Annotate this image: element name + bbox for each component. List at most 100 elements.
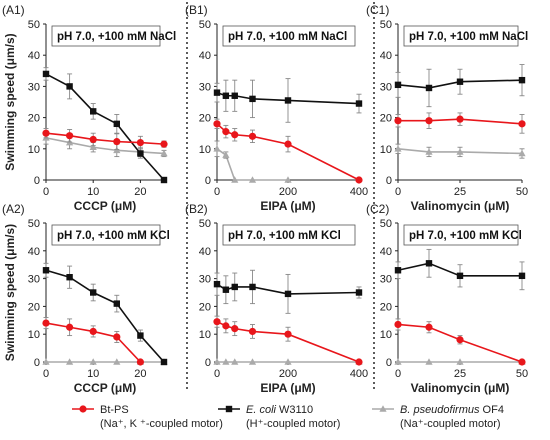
- data-point: [394, 320, 402, 329]
- y-tick-label: 50: [199, 19, 211, 31]
- series-bpseudo: [394, 358, 526, 365]
- data-point: [222, 151, 230, 158]
- data-point: [284, 140, 292, 148]
- panel-label: (B2): [185, 202, 208, 216]
- x-tick-label: 400: [350, 368, 368, 380]
- data-point: [394, 267, 402, 274]
- data-point: [231, 176, 239, 183]
- data-point: [42, 358, 50, 365]
- data-point: [89, 143, 97, 151]
- x-axis-label: Valinomycin (μM): [411, 381, 510, 395]
- chart-title: pH 7.0, +100 mM NaCl: [409, 31, 528, 43]
- chart-panel-c1: (C1) 0 10 20 30 40 50 0 25 50 Valinomycin (μM) pH 7…: [366, 3, 528, 213]
- legend-label: B. pseudofirmus OF4: [400, 404, 504, 416]
- data-point: [42, 319, 50, 327]
- y-tick-label: 30: [199, 81, 211, 93]
- data-point: [518, 76, 526, 84]
- y-tick-label: 0: [205, 357, 211, 369]
- y-tick-label: 30: [199, 274, 211, 286]
- y-tick-label: 50: [28, 19, 40, 31]
- y-tick-label: 40: [28, 246, 40, 258]
- series-line: [216, 148, 288, 181]
- data-point: [231, 358, 239, 365]
- data-point: [425, 260, 433, 267]
- legend-item-bt: Bt-PS (Na⁺, K ⁺-coupled motor): [72, 404, 223, 430]
- legend-marker: [379, 405, 387, 412]
- y-tick-label: 30: [380, 274, 392, 286]
- data-point: [425, 148, 433, 155]
- data-point: [137, 150, 144, 157]
- data-point: [518, 272, 526, 280]
- panel-label: (C1): [366, 3, 389, 17]
- series-bt: [394, 112, 526, 134]
- data-point: [42, 129, 50, 137]
- data-point: [213, 120, 221, 128]
- data-point: [66, 323, 74, 331]
- x-tick-label: 20: [134, 368, 146, 380]
- y-tick-label: 30: [380, 81, 392, 93]
- data-point: [89, 358, 97, 365]
- chart-title: pH 7.0, +100 mM KCl: [409, 230, 522, 242]
- legend-sublabel: (Na⁺-coupled motor): [400, 418, 501, 430]
- y-tick-label: 50: [380, 218, 392, 230]
- data-point: [456, 148, 464, 155]
- series-line: [45, 73, 165, 181]
- y-tick-label: 0: [34, 175, 40, 187]
- series-bt: [213, 118, 363, 184]
- data-point: [160, 140, 168, 148]
- data-point: [137, 332, 144, 339]
- chart-title: pH 7.0, +100 mM KCl: [57, 230, 170, 242]
- y-tick-label: 40: [199, 246, 211, 258]
- chart-panel-b2: (B2) 0 10 20 30 40 50 0 200 400 EIPA (μM) pH 7.0, +…: [185, 202, 368, 395]
- data-point: [425, 358, 433, 365]
- series-line: [397, 79, 523, 89]
- series-bpseudo: [213, 358, 363, 365]
- y-tick-label: 20: [380, 301, 392, 313]
- data-point: [222, 286, 230, 293]
- chart-panel-c2: (C2) 0 10 20 30 40 50 0 25 50 Valinomycin (μM) pH 7…: [366, 202, 528, 395]
- x-tick-label: 0: [43, 368, 49, 380]
- series-line: [45, 132, 165, 145]
- data-point: [222, 92, 230, 99]
- legend: Bt-PS(Na⁺, K ⁺-coupled motor)E. coli W31…: [72, 404, 504, 430]
- chart-panel-b1: (B1) 0 10 20 30 40 50 0 200 400 EIPA (μM) pH 7.0, +…: [185, 3, 368, 213]
- data-point: [284, 97, 292, 104]
- data-point: [456, 272, 464, 280]
- data-point: [160, 358, 168, 366]
- series-ecoli: [42, 262, 168, 366]
- y-axis-label: Swimming speed (μm/s): [3, 33, 17, 170]
- legend-sublabel: (H⁺-coupled motor): [246, 418, 340, 430]
- title-box: [403, 224, 519, 246]
- x-axis-label: CCCP (μM): [74, 199, 136, 213]
- data-point: [518, 358, 526, 366]
- data-point: [355, 289, 363, 296]
- y-tick-label: 10: [28, 144, 40, 156]
- series-bt: [394, 318, 526, 366]
- y-tick-label: 20: [199, 113, 211, 125]
- series-line: [45, 269, 165, 363]
- chart-title: pH 7.0, +100 mM NaCl: [228, 31, 347, 43]
- y-tick-label: 0: [205, 175, 211, 187]
- data-point: [66, 274, 73, 281]
- title-box: [222, 224, 356, 246]
- series-bt: [42, 317, 144, 366]
- series-bpseudo: [213, 140, 292, 183]
- data-point: [90, 108, 97, 115]
- x-tick-label: 10: [87, 368, 99, 380]
- x-tick-label: 0: [214, 368, 220, 380]
- x-axis-label: Valinomycin (μM): [411, 199, 510, 213]
- data-point: [213, 280, 221, 288]
- x-tick-label: 200: [279, 368, 297, 380]
- series-line: [45, 137, 165, 155]
- data-point: [113, 333, 121, 341]
- data-point: [355, 358, 363, 366]
- x-tick-label: 0: [395, 368, 401, 380]
- panel-label: (A2): [2, 202, 25, 216]
- y-tick-label: 10: [380, 329, 392, 341]
- data-point: [66, 83, 73, 90]
- x-tick-label: 10: [87, 186, 99, 198]
- series-bpseudo: [42, 358, 168, 365]
- data-point: [425, 323, 433, 331]
